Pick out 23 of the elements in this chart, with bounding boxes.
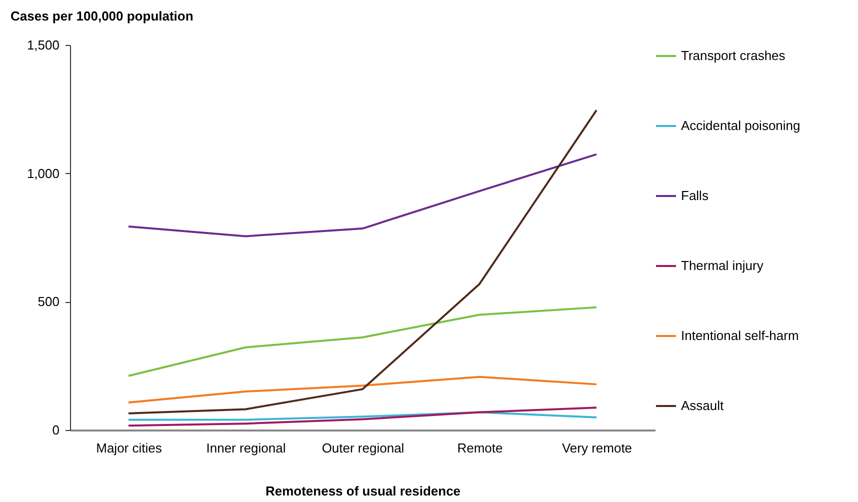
y-tick-label: 500 <box>38 294 60 310</box>
legend-label: Thermal injury <box>681 258 764 273</box>
line-series <box>128 406 598 427</box>
line-series <box>128 376 598 404</box>
x-tick-label: Inner regional <box>206 440 286 456</box>
line-series <box>128 306 598 377</box>
line-series <box>128 109 598 414</box>
legend-label: Falls <box>681 188 709 203</box>
y-axis-title: Cases per 100,000 population <box>10 8 194 24</box>
x-tick-label: Very remote <box>562 440 632 456</box>
y-tick-label: 1,000 <box>26 166 60 181</box>
x-tick-label: Major cities <box>96 440 162 456</box>
legend-label: Assault <box>681 398 724 413</box>
legend-label: Transport crashes <box>681 48 786 63</box>
y-tick-label: 0 <box>52 422 60 438</box>
x-tick-label: Remote <box>457 440 503 456</box>
y-tick-label: 1,500 <box>26 38 60 52</box>
legend-label: Intentional self-harm <box>681 328 799 343</box>
x-axis-title: Remoteness of usual residence <box>265 484 461 498</box>
x-tick-label: Outer regional <box>322 440 404 456</box>
line-series <box>128 411 598 421</box>
legend-label: Accidental poisoning <box>681 118 800 133</box>
line-series <box>128 153 598 238</box>
